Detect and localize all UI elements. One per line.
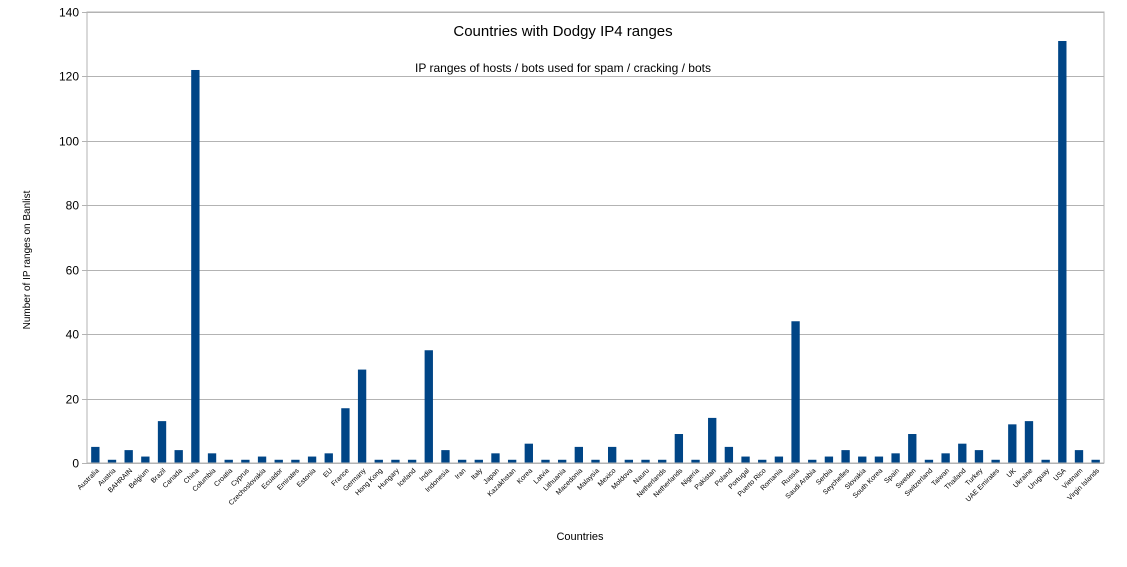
bar (341, 408, 350, 463)
bar (841, 450, 850, 463)
x-tick-label: Iceland (397, 467, 418, 488)
bar (1008, 424, 1017, 463)
bar (91, 446, 100, 463)
x-tick-label: EU (322, 467, 334, 479)
bar (1024, 421, 1034, 463)
bar (541, 459, 550, 463)
bar (641, 459, 650, 463)
x-tick-label: Iran (454, 467, 468, 481)
bar (724, 446, 734, 463)
bar (758, 459, 767, 463)
bar (1041, 459, 1050, 463)
bar (1058, 40, 1067, 463)
y-axis-label: Number of IP ranges on Banlist (22, 190, 33, 329)
bar (557, 459, 567, 463)
bar (474, 459, 483, 463)
bar (708, 417, 717, 463)
bar (808, 459, 817, 463)
bar (307, 456, 317, 463)
bar (157, 421, 167, 463)
bar (858, 456, 867, 463)
bar (891, 453, 900, 463)
y-tick-label: 140 (59, 6, 79, 20)
y-tick-label: 120 (59, 70, 79, 84)
bar (441, 450, 450, 463)
bar (974, 450, 984, 463)
bar (191, 69, 200, 463)
x-tick-label: Korea (516, 467, 534, 485)
bar (874, 456, 884, 463)
x-tick-label: Saudi Arabia (785, 467, 818, 500)
bar (991, 459, 1000, 463)
bar (407, 459, 417, 463)
bar (824, 456, 834, 463)
y-tick-labels: 0 20 40 60 80 100 120 140 (59, 6, 79, 471)
bar (324, 453, 333, 463)
y-tick-label: 100 (59, 135, 79, 149)
bar (591, 459, 600, 463)
bar (174, 450, 183, 463)
bar (691, 459, 700, 463)
bar (291, 459, 300, 463)
bar (574, 446, 583, 463)
bar (658, 459, 667, 463)
bar (624, 459, 634, 463)
x-axis-label: Countries (556, 531, 604, 543)
plot-frame (86, 11, 1105, 464)
bar (224, 459, 233, 463)
y-tick-label: 60 (66, 264, 80, 278)
gridlines (87, 12, 1104, 464)
bar (741, 456, 750, 463)
x-tick-label: UK (1006, 467, 1018, 479)
x-tick-label: Estonia (296, 467, 318, 489)
bar (257, 456, 267, 463)
bar (524, 443, 533, 463)
y-tick-label: 40 (66, 328, 80, 342)
chart-subtitle: IP ranges of hosts / bots used for spam … (415, 61, 711, 75)
x-tick-label: Italy (470, 467, 484, 481)
bar (1091, 459, 1100, 463)
bar (491, 453, 500, 463)
bar (608, 446, 617, 463)
chart-title: Countries with Dodgy IP4 ranges (453, 23, 672, 40)
bar (908, 434, 917, 463)
bar (141, 456, 150, 463)
bar (207, 453, 217, 463)
bar (274, 459, 283, 463)
bar (457, 459, 467, 463)
bar (391, 459, 400, 463)
y-tick-label: 80 (66, 199, 80, 213)
bar (941, 453, 950, 463)
bar (674, 434, 684, 463)
bar (374, 459, 383, 463)
y-tick-label: 0 (72, 457, 79, 471)
bar (924, 459, 934, 463)
bar (958, 443, 967, 463)
bar (357, 369, 367, 463)
bar (107, 459, 117, 463)
bar (774, 456, 784, 463)
bar (241, 459, 250, 463)
y-tick-label: 20 (66, 393, 80, 407)
bar (1074, 450, 1084, 463)
bars-group (91, 40, 1100, 463)
axes (82, 11, 1105, 464)
bar (791, 321, 800, 463)
bar (507, 459, 517, 463)
bar (124, 450, 133, 463)
x-tick-label: Australia (77, 467, 101, 491)
bar (424, 350, 433, 463)
